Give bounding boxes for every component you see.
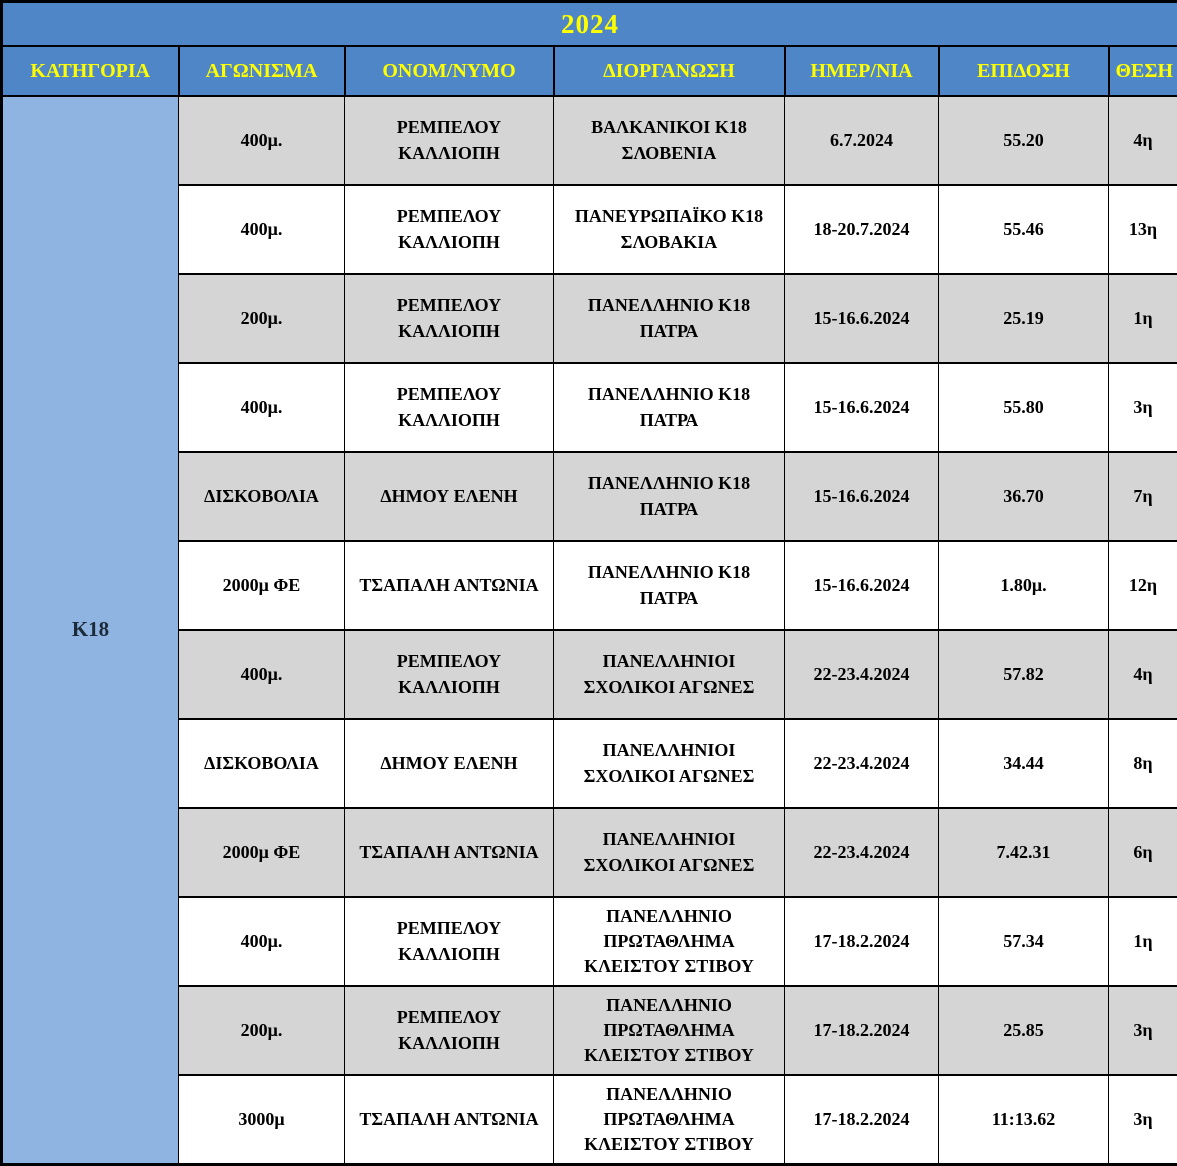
cell-performance: 55.20 <box>939 96 1109 185</box>
cell-event: 400μ. <box>179 185 345 274</box>
cell-athlete: ΡΕΜΠΕΛΟΥ ΚΑΛΛΙΟΠΗ <box>345 986 554 1075</box>
column-header-athlete: ΟΝΟΜ/ΝΥΜΟ <box>345 46 554 96</box>
cell-position: 12η <box>1109 541 1177 630</box>
cell-position: 3η <box>1109 363 1177 452</box>
cell-performance: 11:13.62 <box>939 1075 1109 1165</box>
cell-performance: 7.42.31 <box>939 808 1109 897</box>
cell-position: 3η <box>1109 986 1177 1075</box>
cell-competition: ΠΑΝΕΛΛΗΝΙΟ Κ18 ΠΑΤΡΑ <box>554 452 785 541</box>
column-header-row: ΚΑΤΗΓΟΡΙΑ ΑΓΩΝΙΣΜΑ ΟΝΟΜ/ΝΥΜΟ ΔΙΟΡΓΑΝΩΣΗ … <box>2 46 1177 96</box>
cell-competition: ΠΑΝΕΛΛΗΝΙΟ ΠΡΩΤΑΘΛΗΜΑ ΚΛΕΙΣΤΟΥ ΣΤΙΒΟΥ <box>554 986 785 1075</box>
cell-performance: 1.80μ. <box>939 541 1109 630</box>
cell-position: 1η <box>1109 274 1177 363</box>
cell-athlete: ΡΕΜΠΕΛΟΥ ΚΑΛΛΙΟΠΗ <box>345 630 554 719</box>
column-header-date: ΗΜΕΡ/ΝΙΑ <box>785 46 939 96</box>
cell-event: 2000μ ΦΕ <box>179 541 345 630</box>
column-header-position: ΘΕΣΗ <box>1109 46 1177 96</box>
cell-competition: ΠΑΝΕΛΛΗΝΙΟΙ ΣΧΟΛΙΚΟΙ ΑΓΩΝΕΣ <box>554 808 785 897</box>
cell-date: 22-23.4.2024 <box>785 808 939 897</box>
column-header-category: ΚΑΤΗΓΟΡΙΑ <box>2 46 179 96</box>
cell-athlete: ΡΕΜΠΕΛΟΥ ΚΑΛΛΙΟΠΗ <box>345 274 554 363</box>
year-title: 2024 <box>2 2 1177 47</box>
cell-date: 17-18.2.2024 <box>785 986 939 1075</box>
cell-athlete: ΤΣΑΠΑΛΗ ΑΝΤΩΝΙΑ <box>345 1075 554 1165</box>
cell-event: 400μ. <box>179 630 345 719</box>
cell-event: 400μ. <box>179 96 345 185</box>
cell-athlete: ΤΣΑΠΑΛΗ ΑΝΤΩΝΙΑ <box>345 808 554 897</box>
cell-competition: ΠΑΝΕΛΛΗΝΙΟ Κ18 ΠΑΤΡΑ <box>554 363 785 452</box>
cell-athlete: ΔΗΜΟΥ ΕΛΕΝΗ <box>345 452 554 541</box>
cell-competition: ΠΑΝΕΛΛΗΝΙΟ Κ18 ΠΑΤΡΑ <box>554 274 785 363</box>
cell-date: 15-16.6.2024 <box>785 274 939 363</box>
cell-athlete: ΤΣΑΠΑΛΗ ΑΝΤΩΝΙΑ <box>345 541 554 630</box>
cell-event: 400μ. <box>179 363 345 452</box>
cell-competition: ΠΑΝΕΛΛΗΝΙΟ ΠΡΩΤΑΘΛΗΜΑ ΚΛΕΙΣΤΟΥ ΣΤΙΒΟΥ <box>554 1075 785 1165</box>
cell-position: 4η <box>1109 96 1177 185</box>
cell-athlete: ΔΗΜΟΥ ΕΛΕΝΗ <box>345 719 554 808</box>
cell-event: ΔΙΣΚΟΒΟΛΙΑ <box>179 719 345 808</box>
cell-performance: 34.44 <box>939 719 1109 808</box>
cell-position: 7η <box>1109 452 1177 541</box>
cell-performance: 25.19 <box>939 274 1109 363</box>
year-title-row: 2024 <box>2 2 1177 47</box>
cell-position: 13η <box>1109 185 1177 274</box>
cell-performance: 55.80 <box>939 363 1109 452</box>
column-header-event: ΑΓΩΝΙΣΜΑ <box>179 46 345 96</box>
cell-performance: 57.34 <box>939 897 1109 986</box>
cell-date: 22-23.4.2024 <box>785 630 939 719</box>
cell-date: 17-18.2.2024 <box>785 897 939 986</box>
cell-competition: ΠΑΝΕΛΛΗΝΙΟΙ ΣΧΟΛΙΚΟΙ ΑΓΩΝΕΣ <box>554 719 785 808</box>
cell-performance: 25.85 <box>939 986 1109 1075</box>
cell-performance: 36.70 <box>939 452 1109 541</box>
cell-performance: 55.46 <box>939 185 1109 274</box>
cell-date: 15-16.6.2024 <box>785 541 939 630</box>
cell-athlete: ΡΕΜΠΕΛΟΥ ΚΑΛΛΙΟΠΗ <box>345 96 554 185</box>
column-header-performance: ΕΠΙΔΟΣΗ <box>939 46 1109 96</box>
cell-position: 4η <box>1109 630 1177 719</box>
cell-competition: ΠΑΝΕΥΡΩΠΑΪΚΟ Κ18 ΣΛΟΒΑΚΙΑ <box>554 185 785 274</box>
category-cell: Κ18 <box>2 96 179 1165</box>
cell-date: 15-16.6.2024 <box>785 363 939 452</box>
cell-competition: ΠΑΝΕΛΛΗΝΙΟΙ ΣΧΟΛΙΚΟΙ ΑΓΩΝΕΣ <box>554 630 785 719</box>
cell-date: 18-20.7.2024 <box>785 185 939 274</box>
cell-athlete: ΡΕΜΠΕΛΟΥ ΚΑΛΛΙΟΠΗ <box>345 185 554 274</box>
cell-event: 200μ. <box>179 986 345 1075</box>
cell-position: 6η <box>1109 808 1177 897</box>
cell-athlete: ΡΕΜΠΕΛΟΥ ΚΑΛΛΙΟΠΗ <box>345 363 554 452</box>
cell-position: 3η <box>1109 1075 1177 1165</box>
cell-event: 200μ. <box>179 274 345 363</box>
cell-event: 3000μ <box>179 1075 345 1165</box>
cell-competition: ΒΑΛΚΑΝΙΚΟΙ Κ18 ΣΛΟΒΕΝΙΑ <box>554 96 785 185</box>
column-header-competition: ΔΙΟΡΓΑΝΩΣΗ <box>554 46 785 96</box>
cell-event: ΔΙΣΚΟΒΟΛΙΑ <box>179 452 345 541</box>
cell-position: 8η <box>1109 719 1177 808</box>
cell-competition: ΠΑΝΕΛΛΗΝΙΟ ΠΡΩΤΑΘΛΗΜΑ ΚΛΕΙΣΤΟΥ ΣΤΙΒΟΥ <box>554 897 785 986</box>
cell-date: 6.7.2024 <box>785 96 939 185</box>
cell-date: 15-16.6.2024 <box>785 452 939 541</box>
cell-competition: ΠΑΝΕΛΛΗΝΙΟ Κ18 ΠΑΤΡΑ <box>554 541 785 630</box>
cell-date: 17-18.2.2024 <box>785 1075 939 1165</box>
cell-position: 1η <box>1109 897 1177 986</box>
cell-date: 22-23.4.2024 <box>785 719 939 808</box>
cell-event: 400μ. <box>179 897 345 986</box>
cell-performance: 57.82 <box>939 630 1109 719</box>
cell-event: 2000μ ΦΕ <box>179 808 345 897</box>
cell-athlete: ΡΕΜΠΕΛΟΥ ΚΑΛΛΙΟΠΗ <box>345 897 554 986</box>
